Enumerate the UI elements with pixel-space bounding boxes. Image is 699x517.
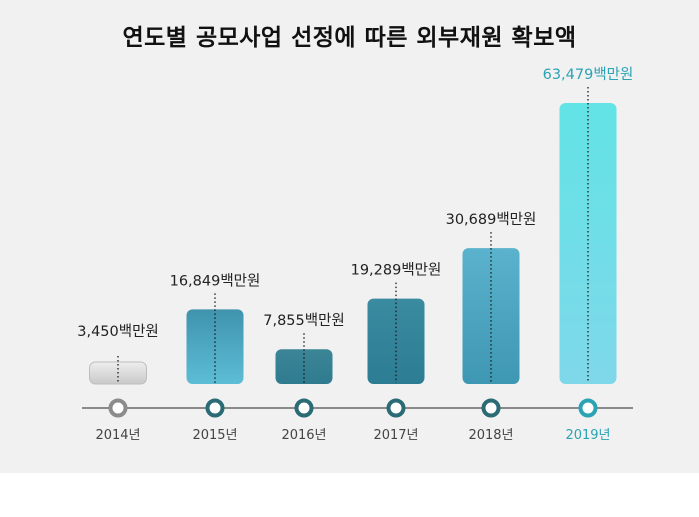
x-tick-label: 2015년 [192,428,237,443]
data-label: 16,849백만원 [170,272,261,289]
bar-2018년 [462,248,520,384]
data-label: 30,689백만원 [446,211,537,228]
x-tick-label: 2016년 [281,428,326,443]
timeline-marker [294,398,314,418]
data-label: 19,289백만원 [351,262,442,279]
x-tick-label: 2019년 [565,428,610,443]
timeline-marker [481,398,501,418]
x-tick-label: 2014년 [95,428,140,443]
timeline-marker [578,398,598,418]
timeline-marker [205,398,225,418]
data-label: 3,450백만원 [77,323,159,340]
x-tick-label: 2017년 [373,428,418,443]
bar-2017년 [367,298,425,384]
data-label: 7,855백만원 [263,312,345,329]
timeline-marker [386,398,406,418]
chart-title: 연도별 공모사업 선정에 따른 외부재원 확보액 [122,25,577,51]
timeline-marker [108,398,128,418]
data-label: 63,479백만원 [543,66,634,83]
x-tick-label: 2018년 [468,428,513,443]
